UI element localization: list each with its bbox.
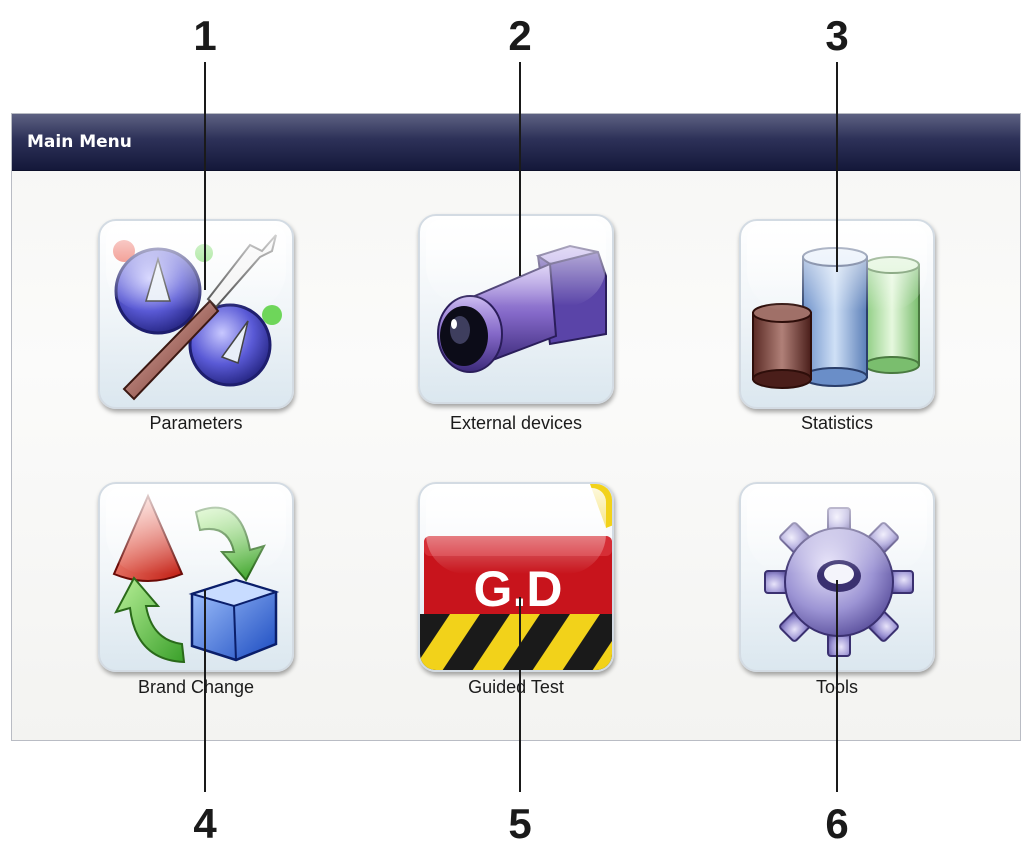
statistics-button[interactable]	[739, 219, 935, 409]
cylinder-bar-chart-icon	[752, 247, 920, 389]
parameters-button[interactable]	[98, 219, 294, 409]
callout-2: 2	[508, 12, 532, 59]
parameters-label: Parameters	[149, 413, 243, 433]
guided-test-button[interactable]: G.D	[418, 482, 614, 672]
leader-line-4	[204, 590, 206, 792]
external-devices-button[interactable]	[418, 214, 614, 404]
callout-6: 6	[825, 800, 849, 847]
camera-icon	[437, 244, 607, 373]
leader-line-6	[836, 580, 838, 792]
gd-warning-icon: G.D	[420, 484, 612, 670]
callout-5: 5	[508, 800, 532, 847]
leader-line-3	[836, 62, 838, 272]
external-devices-label: External devices	[449, 413, 583, 433]
guided-test-label: Guided Test	[468, 677, 564, 697]
title-bar: Main Menu	[12, 114, 1020, 171]
callout-1: 1	[193, 12, 217, 59]
callout-4: 4	[193, 800, 217, 847]
shapes-cycle-icon	[112, 493, 280, 664]
gear-icon	[764, 507, 914, 657]
brand-change-label: Brand Change	[137, 677, 255, 697]
leader-line-2	[519, 62, 521, 276]
leader-line-5	[519, 597, 521, 792]
window-title: Main Menu	[27, 132, 132, 152]
callout-3: 3	[825, 12, 849, 59]
main-menu-window: Main Menu	[11, 113, 1021, 741]
gd-badge-text: G.D	[474, 561, 563, 617]
statistics-label: Statistics	[800, 413, 874, 433]
wrench-dials-icon	[113, 234, 282, 401]
brand-change-button[interactable]	[98, 482, 294, 672]
leader-line-1	[204, 62, 206, 290]
